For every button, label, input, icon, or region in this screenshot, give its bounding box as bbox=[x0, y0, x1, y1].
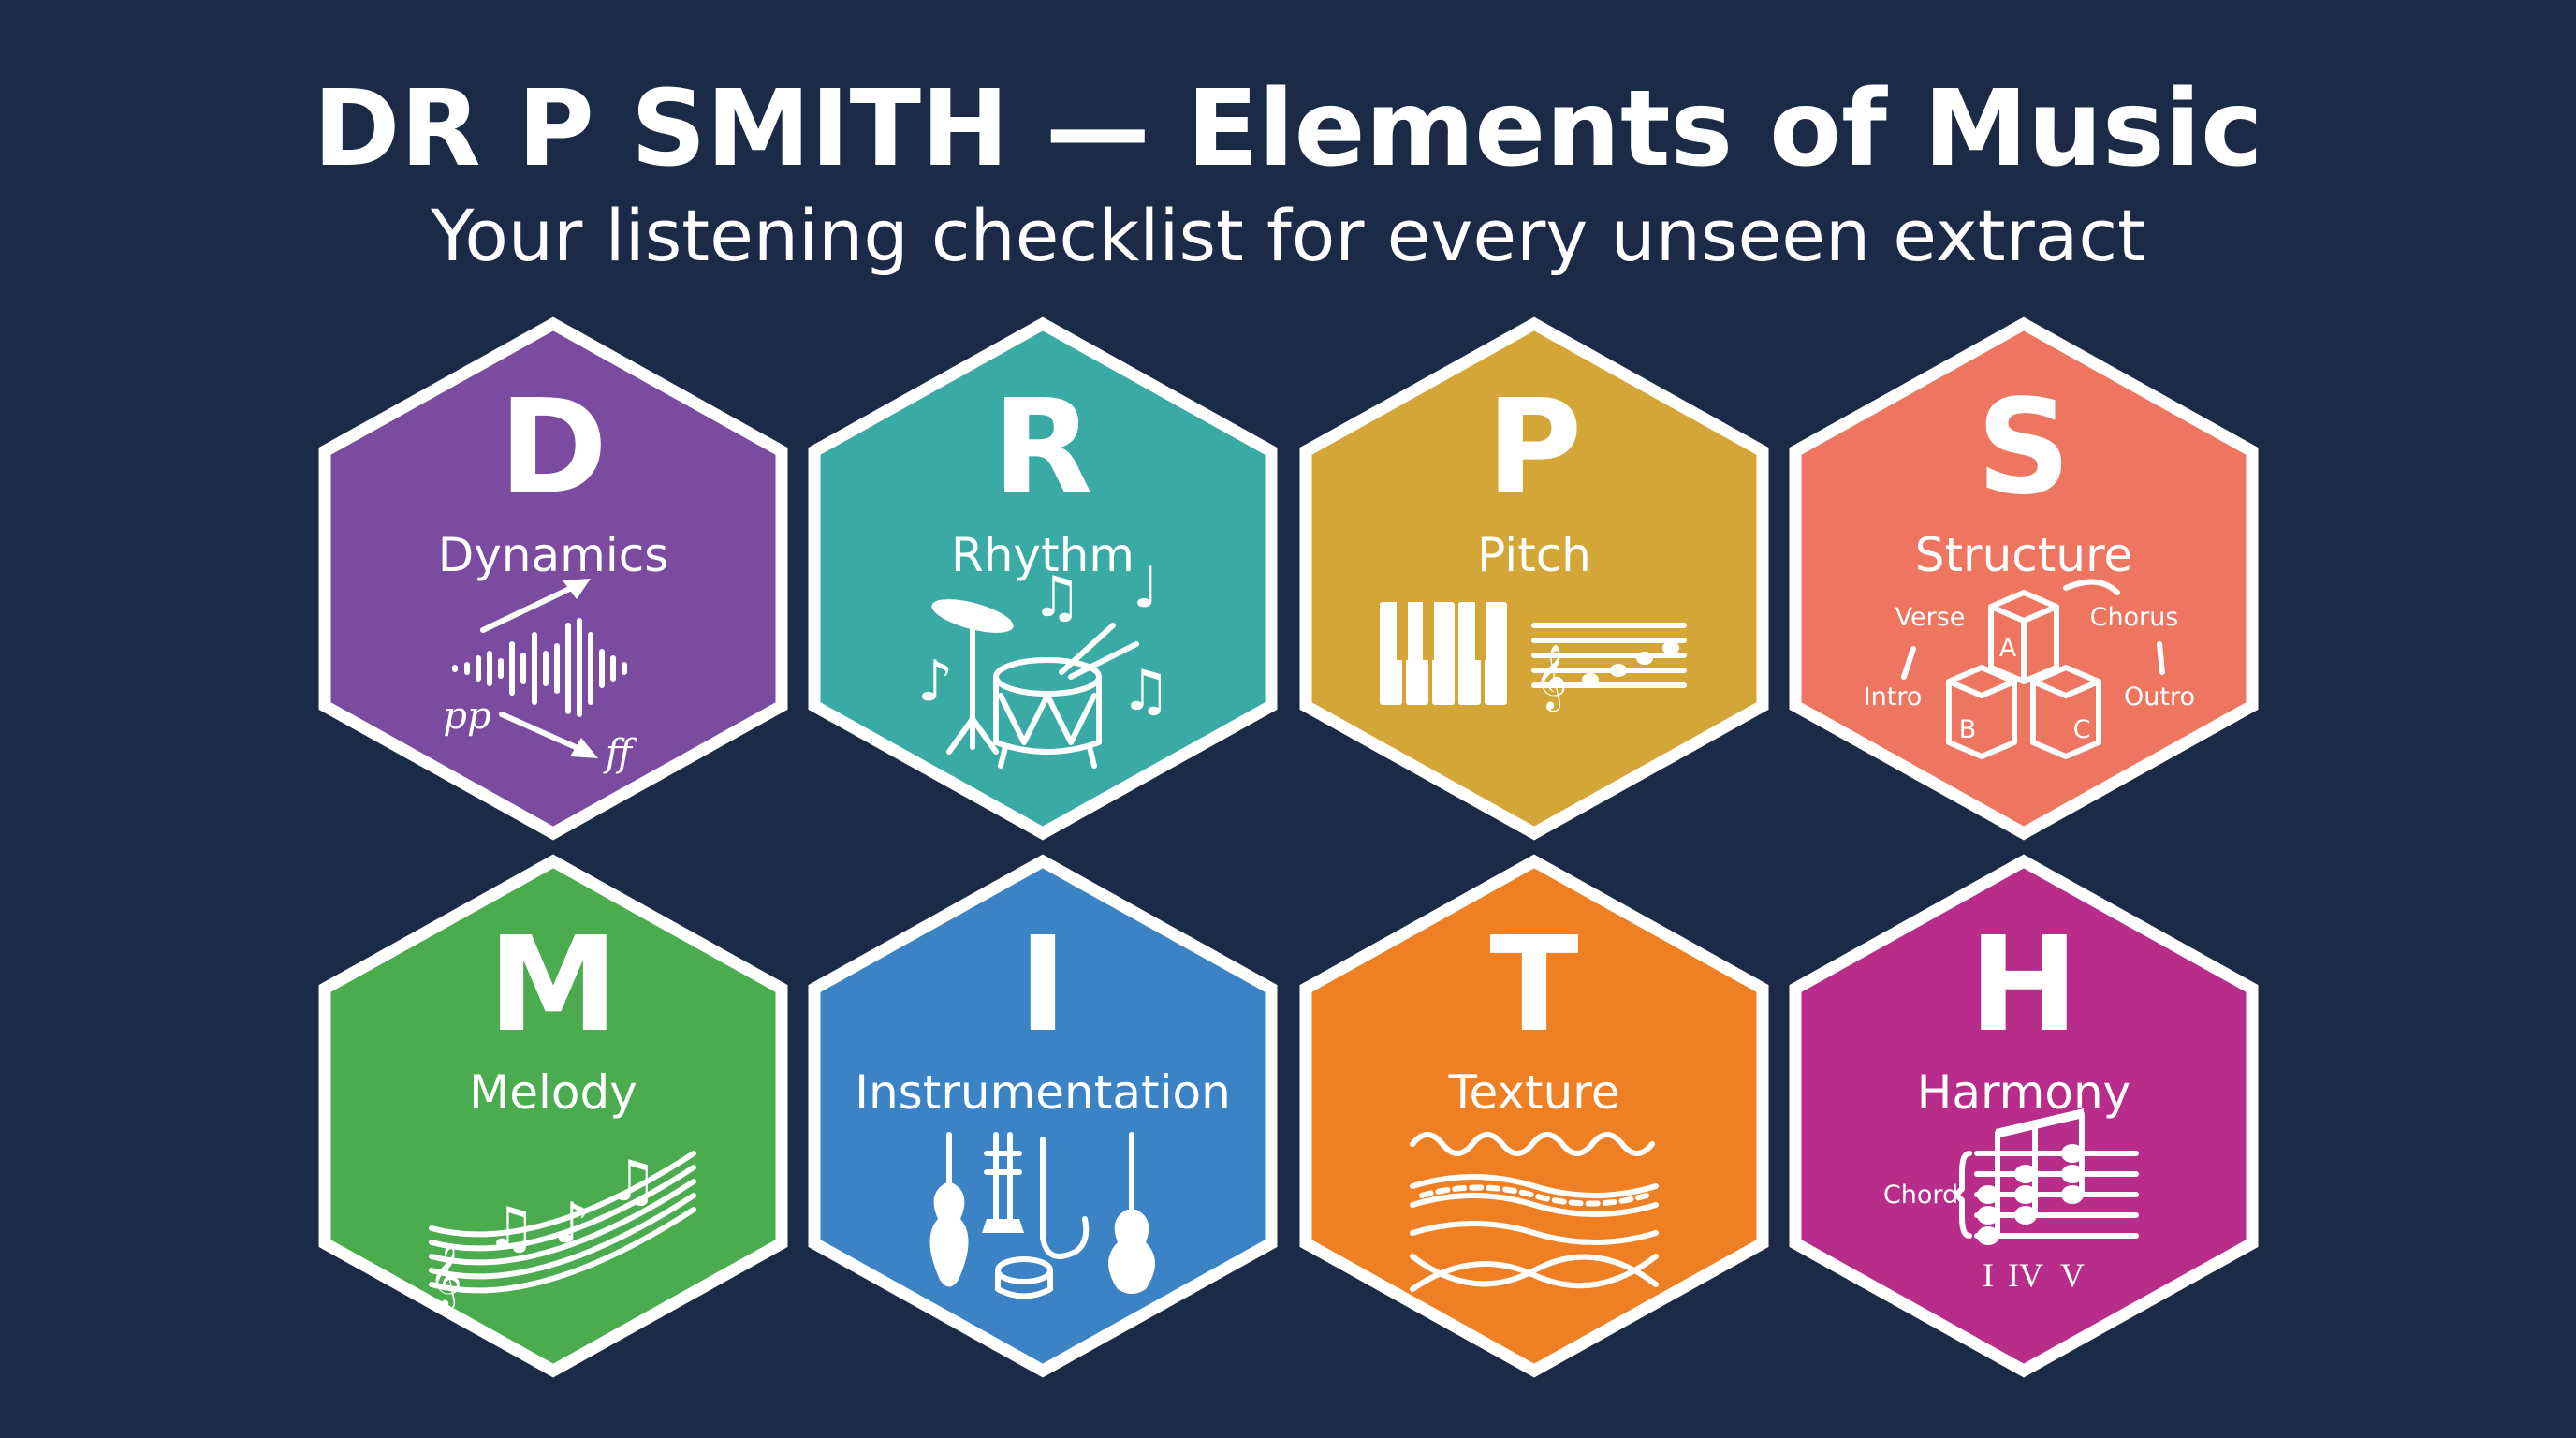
element-letter: S bbox=[1977, 372, 2071, 524]
svg-text:A: A bbox=[1999, 634, 2017, 663]
instruments-icon bbox=[929, 1132, 1155, 1299]
page-subtitle: Your listening checklist for every unsee… bbox=[430, 194, 2145, 277]
element-letter: P bbox=[1486, 372, 1583, 524]
svg-text:Verse: Verse bbox=[1895, 603, 1966, 632]
svg-text:♫: ♫ bbox=[486, 1196, 536, 1261]
element-label: Rhythm bbox=[951, 528, 1134, 582]
svg-text:𝄞: 𝄞 bbox=[1534, 644, 1567, 712]
hex-rhythm: R Rhythm ♪ ♫ ♫ ♩ bbox=[808, 316, 1278, 841]
svg-text:Chorus: Chorus bbox=[2090, 603, 2179, 632]
svg-text:Outro: Outro bbox=[2124, 682, 2195, 712]
svg-text:B: B bbox=[1959, 715, 1977, 744]
page-title: DR P SMITH — Elements of Music bbox=[314, 68, 2263, 190]
svg-text:C: C bbox=[2073, 715, 2091, 744]
chord-staff-icon: Chord I IV V bbox=[1883, 1108, 2139, 1294]
hexagon bbox=[808, 854, 1278, 1378]
hexagon bbox=[1299, 854, 1769, 1378]
hexagon bbox=[1789, 316, 2259, 841]
hex-structure: S Structure A B C Verse Chorus Intro Out… bbox=[1789, 316, 2259, 841]
hexagon bbox=[1789, 854, 2259, 1378]
hex-texture: T Texture bbox=[1299, 854, 1769, 1378]
element-letter: T bbox=[1489, 909, 1579, 1062]
svg-text:♫: ♫ bbox=[607, 1149, 658, 1214]
element-letter: M bbox=[488, 909, 618, 1062]
hex-dynamics: D Dynamics pp ff bbox=[318, 316, 788, 841]
hexagon bbox=[808, 316, 1278, 841]
drum-kit-icon: ♪ ♫ ♫ ♩ bbox=[917, 555, 1171, 769]
element-letter: I bbox=[1018, 909, 1067, 1062]
svg-text:pp: pp bbox=[443, 695, 490, 738]
svg-text:V: V bbox=[2060, 1256, 2085, 1294]
hexagon bbox=[318, 316, 788, 841]
element-letter: D bbox=[499, 372, 607, 524]
element-label: Instrumentation bbox=[855, 1065, 1231, 1120]
element-label: Harmony bbox=[1917, 1065, 2131, 1120]
hex-melody: M Melody 𝄞 ♫ ♪ ♫ bbox=[318, 854, 788, 1378]
svg-text:Chord: Chord bbox=[1883, 1181, 1958, 1210]
svg-text:♩: ♩ bbox=[1133, 555, 1159, 621]
element-letter: H bbox=[1969, 909, 2078, 1062]
element-label: Texture bbox=[1447, 1065, 1619, 1120]
svg-text:♪: ♪ bbox=[554, 1191, 590, 1256]
texture-waves-icon bbox=[1410, 1132, 1659, 1292]
element-label: Structure bbox=[1915, 528, 2133, 582]
svg-text:♫: ♫ bbox=[1032, 565, 1082, 630]
hex-instrumentation: I Instrumentation bbox=[808, 854, 1278, 1378]
hex-harmony: H Harmony Chord I IV V bbox=[1789, 854, 2259, 1378]
structure-blocks-icon: A B C Verse Chorus Intro Outro bbox=[1864, 579, 2195, 759]
svg-text:𝄞: 𝄞 bbox=[429, 1242, 461, 1310]
piano-staff-icon: 𝄞 bbox=[1380, 602, 1687, 712]
hex-pitch: P Pitch 𝄞 bbox=[1299, 316, 1769, 841]
svg-text:IV: IV bbox=[2008, 1256, 2043, 1294]
svg-text:♫: ♫ bbox=[1120, 658, 1171, 724]
element-letter: R bbox=[992, 372, 1093, 524]
element-label: Melody bbox=[469, 1065, 637, 1120]
element-label: Pitch bbox=[1477, 528, 1591, 582]
svg-text:♪: ♪ bbox=[917, 649, 953, 714]
svg-text:I: I bbox=[1983, 1256, 1994, 1294]
melody-notes-icon: 𝄞 ♫ ♪ ♫ bbox=[429, 1149, 696, 1310]
hexagon bbox=[1299, 316, 1769, 841]
element-label: Dynamics bbox=[438, 528, 669, 582]
svg-text:Intro: Intro bbox=[1864, 682, 1923, 712]
